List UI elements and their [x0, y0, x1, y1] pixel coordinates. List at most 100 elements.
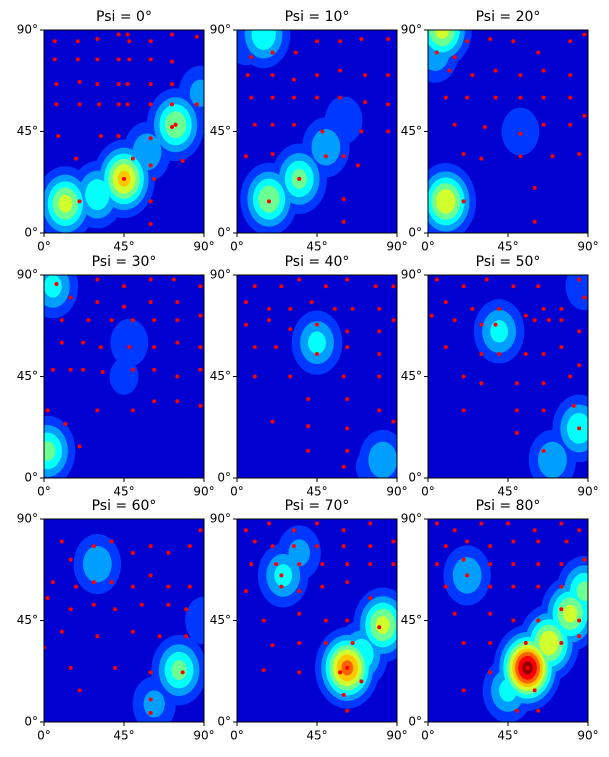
point	[386, 73, 391, 78]
x-tick-label: 45°	[113, 240, 134, 254]
point	[291, 528, 296, 533]
point	[482, 124, 487, 129]
point	[148, 136, 153, 141]
y-tick-label: 90°	[17, 268, 38, 282]
point	[350, 306, 355, 311]
point	[148, 544, 153, 549]
point	[127, 345, 132, 350]
point	[341, 464, 346, 469]
point	[77, 688, 82, 693]
y-tick-label: 0°	[408, 715, 422, 729]
point	[571, 403, 576, 408]
point	[320, 562, 325, 567]
point	[152, 399, 157, 404]
point	[54, 82, 59, 87]
y-tick-label: 45°	[17, 613, 38, 627]
point	[523, 351, 528, 356]
x-tick-label: 90°	[386, 729, 407, 743]
point	[148, 57, 153, 62]
point	[536, 50, 541, 55]
x-tick-label: 45°	[306, 485, 327, 499]
point	[443, 584, 448, 589]
density-contour	[375, 616, 390, 634]
density-contour	[109, 358, 139, 395]
point	[175, 318, 180, 323]
point	[443, 345, 448, 350]
point	[541, 351, 546, 356]
point	[373, 284, 378, 289]
point	[148, 163, 153, 168]
point	[341, 692, 346, 697]
point	[130, 408, 135, 413]
point	[391, 419, 396, 424]
point	[443, 544, 448, 549]
point	[297, 562, 302, 567]
point	[152, 345, 157, 350]
point	[338, 68, 343, 73]
point	[511, 618, 516, 623]
point	[338, 95, 343, 100]
point	[170, 124, 174, 129]
x-tick-label: 90°	[386, 485, 407, 499]
point	[577, 528, 582, 533]
point	[291, 77, 296, 82]
x-tick-label: 45°	[306, 729, 327, 743]
point	[461, 641, 466, 646]
density-contour	[501, 107, 540, 156]
point	[546, 318, 551, 323]
point	[261, 618, 266, 623]
y-tick-label: 0°	[24, 715, 38, 729]
point	[377, 374, 382, 379]
point	[198, 367, 203, 372]
point	[514, 708, 519, 713]
point	[297, 176, 302, 181]
point	[297, 611, 302, 616]
point	[568, 122, 573, 127]
panel-title: Psi = 0°	[96, 9, 152, 25]
point	[291, 95, 296, 100]
point	[148, 697, 153, 702]
point	[95, 408, 100, 413]
point	[461, 199, 466, 204]
point	[582, 113, 587, 118]
point	[125, 82, 130, 87]
point	[518, 154, 523, 159]
point	[148, 102, 153, 107]
point	[125, 102, 130, 107]
point	[95, 82, 100, 87]
point	[270, 544, 275, 549]
point	[270, 419, 275, 424]
point	[68, 665, 73, 670]
point	[148, 670, 153, 675]
point	[68, 557, 73, 562]
point	[52, 39, 57, 44]
point	[95, 37, 100, 42]
point	[434, 562, 439, 567]
point	[461, 557, 466, 562]
point	[130, 550, 135, 555]
point	[345, 329, 350, 334]
point	[54, 102, 59, 107]
point	[95, 57, 100, 62]
point	[175, 374, 180, 379]
point	[368, 521, 373, 526]
point	[332, 306, 337, 311]
point	[488, 544, 493, 549]
point	[518, 131, 523, 136]
panel-title: Psi = 60°	[92, 498, 157, 514]
point	[249, 55, 254, 60]
point	[479, 156, 484, 161]
point	[139, 602, 144, 607]
point	[77, 444, 82, 449]
point	[180, 158, 185, 163]
point	[148, 277, 153, 282]
point	[175, 340, 180, 345]
x-tick-label: 90°	[193, 240, 214, 254]
point	[249, 562, 254, 567]
density-contour	[251, 30, 276, 50]
point	[345, 426, 350, 431]
x-tick-label: 45°	[497, 729, 518, 743]
point	[297, 277, 302, 282]
point	[267, 199, 271, 204]
